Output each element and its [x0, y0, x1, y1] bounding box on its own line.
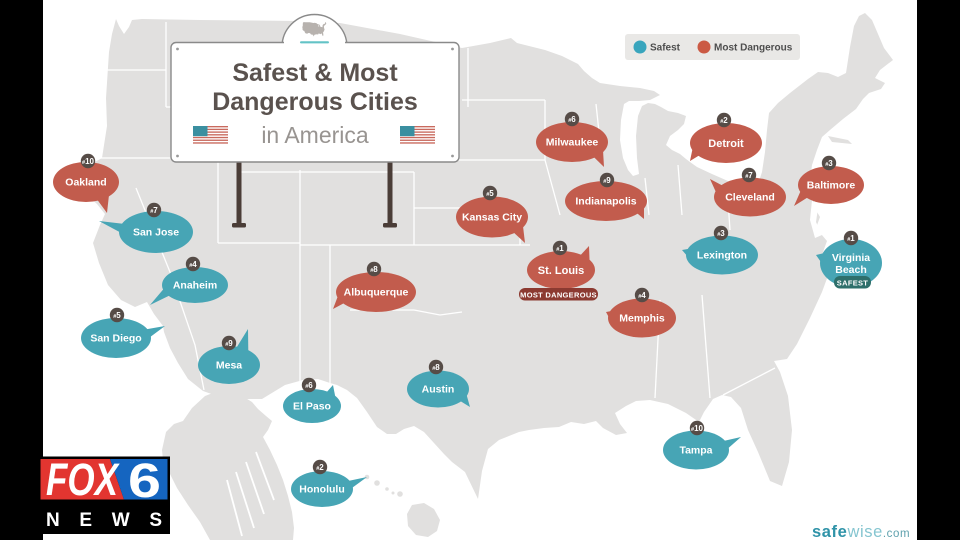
svg-text:San Jose: San Jose: [133, 227, 179, 239]
svg-text:Memphis: Memphis: [619, 313, 665, 325]
svg-text:MOST DANGEROUS: MOST DANGEROUS: [520, 291, 597, 300]
svg-text:#5: #5: [113, 311, 121, 320]
svg-text:#4: #4: [638, 291, 646, 300]
svg-text:#9: #9: [225, 339, 233, 348]
svg-text:#6: #6: [568, 115, 576, 124]
svg-text:Dangerous Cities: Dangerous Cities: [212, 88, 418, 116]
svg-text:El Paso: El Paso: [293, 401, 331, 413]
svg-text:Mesa: Mesa: [216, 360, 242, 372]
svg-text:Oakland: Oakland: [65, 177, 106, 189]
svg-text:Cleveland: Cleveland: [725, 192, 775, 204]
svg-text:#8: #8: [370, 265, 378, 274]
svg-text:Kansas City: Kansas City: [462, 212, 522, 224]
svg-text:St. Louis: St. Louis: [538, 265, 584, 277]
svg-text:#2: #2: [720, 116, 728, 125]
svg-text:#4: #4: [189, 260, 197, 269]
svg-text:#5: #5: [486, 189, 494, 198]
svg-text:#7: #7: [745, 171, 753, 180]
svg-text:safewise.com: safewise.com: [812, 523, 910, 540]
svg-text:#3: #3: [825, 159, 833, 168]
svg-text:FOX: FOX: [46, 454, 120, 505]
svg-text:#6: #6: [305, 381, 313, 390]
svg-text:Honolulu: Honolulu: [299, 484, 345, 496]
svg-text:#8: #8: [432, 363, 440, 372]
svg-text:SAFEST: SAFEST: [837, 279, 869, 288]
svg-text:Albuquerque: Albuquerque: [344, 287, 409, 299]
svg-text:Lexington: Lexington: [697, 250, 747, 262]
svg-text:Austin: Austin: [422, 384, 455, 396]
svg-text:#10: #10: [691, 424, 704, 433]
svg-text:Virginia: Virginia: [832, 252, 870, 264]
svg-text:Most Dangerous: Most Dangerous: [714, 43, 793, 54]
svg-text:6: 6: [128, 455, 161, 508]
svg-text:#10: #10: [82, 157, 95, 166]
svg-text:San Diego: San Diego: [90, 333, 141, 345]
svg-text:Detroit: Detroit: [708, 138, 744, 150]
svg-text:Safest & Most: Safest & Most: [232, 59, 398, 87]
svg-text:Tampa: Tampa: [679, 445, 712, 457]
svg-text:Indianapolis: Indianapolis: [575, 196, 636, 208]
svg-text:Anaheim: Anaheim: [173, 280, 217, 292]
svg-text:#1: #1: [847, 234, 855, 243]
svg-text:in America: in America: [261, 122, 369, 148]
svg-text:Milwaukee: Milwaukee: [546, 137, 599, 149]
svg-text:Beach: Beach: [835, 264, 867, 276]
svg-text:#3: #3: [717, 229, 725, 238]
svg-text:Baltimore: Baltimore: [807, 180, 856, 192]
svg-text:#1: #1: [556, 244, 564, 253]
svg-text:#7: #7: [150, 206, 158, 215]
svg-text:Safest: Safest: [650, 43, 681, 54]
svg-text:#2: #2: [316, 463, 324, 472]
svg-text:#9: #9: [603, 176, 611, 185]
